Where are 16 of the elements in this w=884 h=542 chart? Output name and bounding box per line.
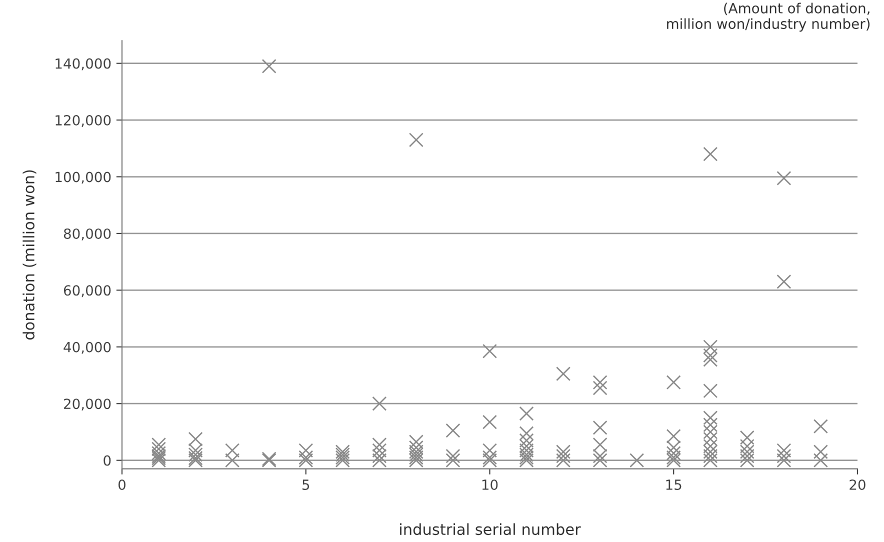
y-tick-label: 100,000 [56,172,111,184]
y-tick-label: 40,000 [64,342,111,354]
x-tick-label: 10 [482,479,498,490]
x-tick-label: 0 [118,479,126,490]
text: (Amount of donation, million won/industry number) [667,2,870,32]
y-tick-label: 140,000 [56,58,111,70]
x-tick-label: 20 [850,479,866,490]
x-tick-label: 5 [302,480,310,490]
y-tick-label: 0 [104,455,111,466]
x-tick-label: 15 [666,480,682,490]
y-tick-label: 60,000 [64,285,111,298]
y-tick-label: 120,000 [56,115,111,127]
x-axis-title: industrial serial number [400,523,581,536]
y-tick-label: 20,000 [64,398,111,410]
y-axis-title: donation (million won) [22,170,36,340]
y-tick-label: 80,000 [64,228,111,240]
